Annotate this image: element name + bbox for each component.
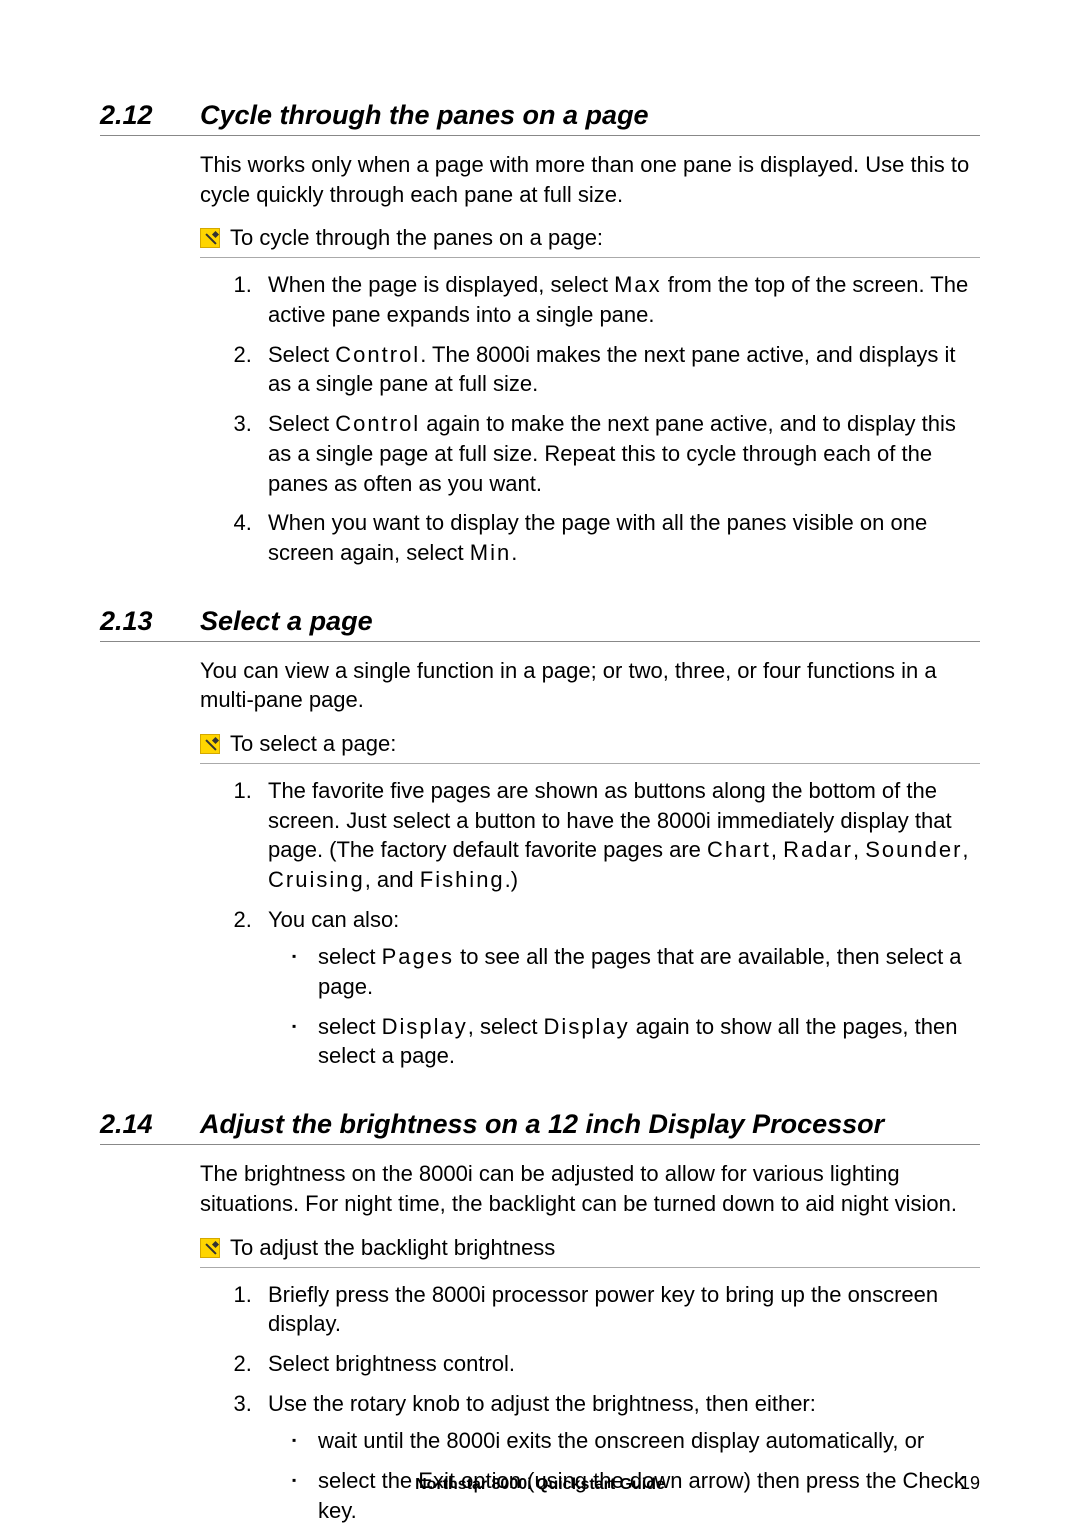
- task-label: To cycle through the panes on a page:: [230, 225, 603, 251]
- task-label: To adjust the backlight brightness: [230, 1235, 555, 1261]
- step-item: Select Control again to make the next pa…: [258, 409, 980, 498]
- intro-text: The brightness on the 8000i can be adjus…: [200, 1159, 980, 1218]
- section-heading: 2.14Adjust the brightness on a 12 inch D…: [100, 1109, 980, 1145]
- steps-list: When the page is displayed, select Max f…: [258, 270, 980, 567]
- section-body: The brightness on the 8000i can be adjus…: [200, 1159, 980, 1525]
- page-number: 19: [960, 1473, 980, 1494]
- step-item: You can also:select Pages to see all the…: [258, 905, 980, 1071]
- section-title: Select a page: [200, 606, 980, 637]
- section-heading: 2.12Cycle through the panes on a page: [100, 100, 980, 136]
- task-row: To cycle through the panes on a page:: [200, 221, 980, 258]
- step-item: The favorite five pages are shown as but…: [258, 776, 980, 895]
- steps-list: The favorite five pages are shown as but…: [258, 776, 980, 1071]
- pencil-icon: [200, 734, 220, 754]
- step-item: Select Control. The 8000i makes the next…: [258, 340, 980, 399]
- section-number: 2.12: [100, 100, 200, 131]
- intro-text: This works only when a page with more th…: [200, 150, 980, 209]
- task-row: To select a page:: [200, 727, 980, 764]
- step-item: When you want to display the page with a…: [258, 508, 980, 567]
- section-title: Adjust the brightness on a 12 inch Displ…: [200, 1109, 980, 1140]
- step-item: Use the rotary knob to adjust the bright…: [258, 1389, 980, 1526]
- section-body: This works only when a page with more th…: [200, 150, 980, 568]
- intro-text: You can view a single function in a page…: [200, 656, 980, 715]
- step-item: Briefly press the 8000i processor power …: [258, 1280, 980, 1339]
- section-title: Cycle through the panes on a page: [200, 100, 980, 131]
- section-heading: 2.13Select a page: [100, 606, 980, 642]
- section-body: You can view a single function in a page…: [200, 656, 980, 1072]
- task-row: To adjust the backlight brightness: [200, 1231, 980, 1268]
- section-number: 2.14: [100, 1109, 200, 1140]
- pencil-icon: [200, 228, 220, 248]
- step-item: When the page is displayed, select Max f…: [258, 270, 980, 329]
- page-content: 2.12Cycle through the panes on a page Thi…: [100, 100, 980, 1525]
- footer: Northstar 8000i Quickstart Guide: [100, 1476, 980, 1494]
- task-label: To select a page:: [230, 731, 396, 757]
- section-number: 2.13: [100, 606, 200, 637]
- footer-title: Northstar 8000i Quickstart Guide: [415, 1476, 665, 1494]
- step-item: Select brightness control.: [258, 1349, 980, 1379]
- pencil-icon: [200, 1238, 220, 1258]
